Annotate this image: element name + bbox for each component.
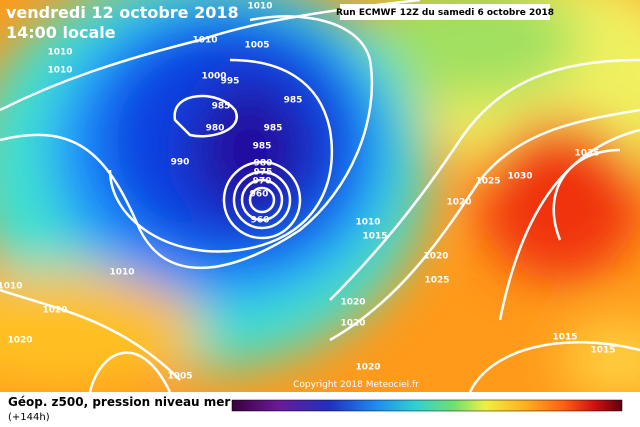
isobar-label: 995 <box>221 77 240 87</box>
lead-time: (+144h) <box>8 412 50 423</box>
isobar-label: 1025 <box>475 177 500 187</box>
isobar-label: 990 <box>171 158 190 168</box>
isobar-label: 960 <box>251 216 270 226</box>
run: Run ECMWF 12Z du samedi 6 octobre 2018 <box>336 8 554 18</box>
isobar-label: 1025 <box>424 276 449 286</box>
isobar-label: 1020 <box>355 363 380 373</box>
isobar-label: 1000 <box>201 72 226 82</box>
isobar-label: 1020 <box>340 319 365 329</box>
isobar-label: 1015 <box>552 333 577 343</box>
isobar-label: 1010 <box>47 48 72 58</box>
copyright: Copyright 2018 Meteociel.fr <box>293 380 419 390</box>
isobar-label: 985 <box>284 96 303 106</box>
isobar-label: 1005 <box>244 41 269 51</box>
run-box <box>340 4 550 20</box>
time: 14:00 locale <box>6 23 116 42</box>
isobar-label: 1010 <box>47 66 72 76</box>
isobar-label: 1035 <box>574 149 599 159</box>
isobar-label: 1020 <box>446 198 471 208</box>
isobar-label: 1020 <box>340 298 365 308</box>
isobar-label: 1010 <box>0 282 23 292</box>
isobar-label: 1015 <box>590 346 615 356</box>
color-scale <box>231 399 623 412</box>
legend-title: Géop. z500, pression niveau mer <box>8 395 230 409</box>
isobar-label: 1020 <box>423 252 448 262</box>
isobar-label: 1020 <box>7 336 32 346</box>
isobar-label: 970 <box>253 177 272 187</box>
isobars <box>0 0 640 381</box>
isobar-label: 1010 <box>247 2 272 12</box>
isobar-label: 975 <box>254 168 273 178</box>
isobar-label: 1020 <box>42 306 67 316</box>
isobar-label: 985 <box>264 124 283 134</box>
isobar-label: 1010 <box>109 268 134 278</box>
isobar-label: 960 <box>250 190 269 200</box>
isobar-label: 1005 <box>167 372 192 382</box>
isobar-label: 980 <box>206 124 225 134</box>
date: vendredi 12 octobre 2018 <box>6 3 239 22</box>
isobar-label: 980 <box>254 159 273 169</box>
field <box>0 0 640 400</box>
isobar-label: 1030 <box>507 172 532 182</box>
isobar-label: 985 <box>253 142 272 152</box>
isobar-label: 1010 <box>355 218 380 228</box>
isobar-label: 1015 <box>362 232 387 242</box>
isobar-label: 1010 <box>192 36 217 46</box>
isobar-label: 985 <box>212 102 231 112</box>
